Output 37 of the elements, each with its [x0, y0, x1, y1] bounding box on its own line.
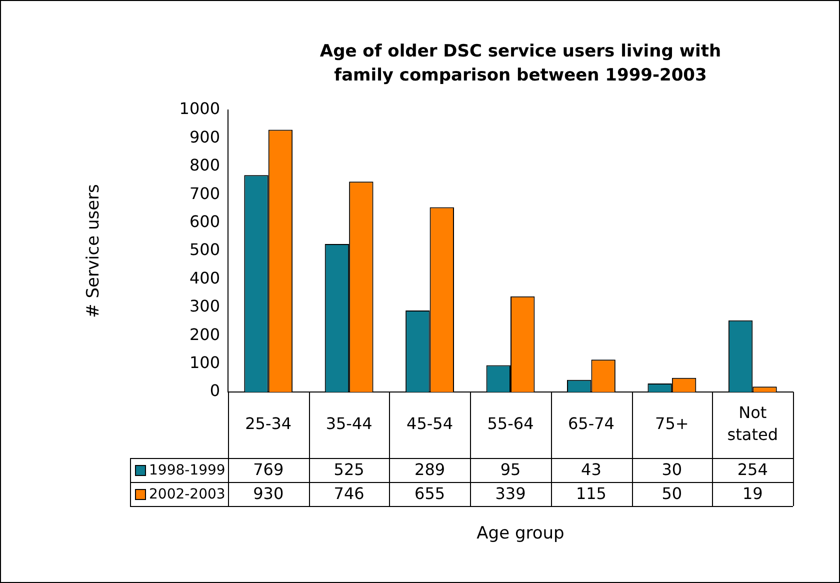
data-label: 525: [334, 460, 364, 480]
y-tick-label: 900: [189, 127, 220, 146]
x-tick-label: 55-64: [487, 414, 534, 434]
data-label: 95: [500, 460, 521, 480]
data-label: 30: [662, 460, 682, 480]
data-label: 930: [253, 484, 284, 504]
y-tick-label: 0: [210, 381, 220, 400]
x-tick-label: 25-34: [245, 414, 292, 434]
y-tick-label: 200: [189, 324, 220, 344]
data-label: 19: [742, 484, 763, 504]
chart-title: Age of older DSC service users living with family comparison between 1999-2003: [320, 41, 722, 86]
x-tick-label: 45-54: [406, 414, 454, 434]
x-axis-title: Age group: [476, 523, 564, 544]
y-axis-title: # Service users: [84, 184, 104, 318]
data-label: 339: [495, 484, 526, 504]
data-label: 43: [581, 460, 602, 480]
data-label: 655: [414, 484, 446, 504]
y-tick-label: 1000: [179, 99, 220, 118]
y-tick-label: 300: [189, 296, 220, 316]
legend-label: 1998-1999: [149, 462, 226, 479]
y-tick-label: 400: [189, 268, 220, 288]
y-tick-label: 100: [189, 352, 220, 372]
y-tick-label: 800: [189, 156, 220, 175]
x-tick-label: 65-74: [568, 414, 614, 434]
data-label: 289: [414, 460, 446, 480]
y-tick-label: 700: [189, 184, 220, 203]
data-label: 115: [576, 484, 606, 504]
data-label: 50: [662, 484, 682, 504]
y-tick-label: 500: [189, 240, 220, 260]
data-label: 769: [253, 460, 284, 480]
x-tick-label: 35-44: [326, 414, 372, 434]
y-tick-label: 600: [189, 212, 220, 231]
legend-label: 2002-2003: [149, 486, 226, 503]
x-tick-label: Not stated: [727, 403, 778, 444]
data-label: 746: [334, 484, 364, 504]
x-tick-label: 75+: [655, 414, 689, 434]
data-label: 254: [737, 460, 768, 480]
